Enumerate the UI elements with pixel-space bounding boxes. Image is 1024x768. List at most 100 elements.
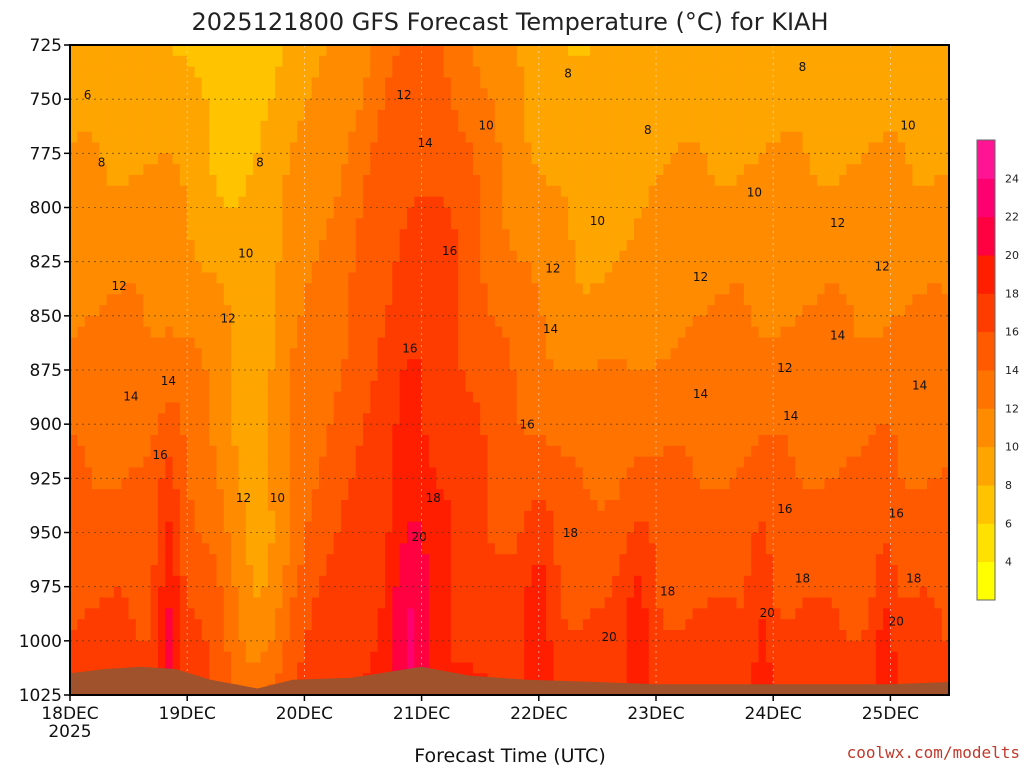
field-cell	[355, 164, 364, 176]
field-cell	[546, 120, 555, 133]
field-cell	[304, 153, 313, 165]
field-cell	[245, 120, 254, 133]
field-cell	[663, 305, 672, 317]
field-cell	[568, 456, 577, 469]
field-cell	[575, 326, 584, 339]
field-cell	[494, 55, 503, 68]
field-cell	[597, 153, 606, 165]
field-cell	[670, 229, 679, 241]
field-cell	[311, 185, 320, 198]
field-cell	[348, 640, 357, 653]
field-cell	[319, 120, 328, 133]
field-cell	[128, 294, 137, 306]
field-cell	[253, 435, 262, 447]
field-cell	[443, 413, 452, 425]
field-cell	[634, 185, 643, 198]
field-cell	[231, 586, 240, 599]
field-cell	[428, 456, 437, 469]
field-cell	[582, 402, 591, 415]
field-cell	[150, 229, 159, 241]
field-cell	[363, 456, 372, 469]
field-cell	[516, 489, 525, 501]
field-cell	[568, 521, 577, 534]
field-cell	[590, 619, 599, 631]
field-cell	[355, 445, 364, 458]
field-cell	[150, 142, 159, 155]
field-cell	[597, 55, 606, 68]
field-cell	[414, 45, 423, 57]
field-cell	[143, 315, 152, 328]
field-cell	[253, 597, 262, 610]
field-cell	[407, 597, 416, 610]
field-cell	[538, 402, 547, 415]
field-cell	[209, 391, 218, 404]
field-cell	[414, 435, 423, 447]
field-cell	[209, 500, 218, 512]
field-cell	[157, 240, 166, 252]
field-cell	[114, 250, 123, 263]
field-cell	[333, 500, 342, 512]
field-cell	[648, 467, 657, 480]
field-cell	[399, 608, 408, 620]
field-cell	[238, 175, 247, 187]
field-cell	[157, 586, 166, 599]
field-cell	[385, 630, 394, 642]
field-cell	[641, 337, 650, 350]
field-cell	[494, 261, 503, 274]
field-cell	[531, 456, 540, 469]
field-cell	[99, 294, 108, 306]
field-cell	[135, 467, 144, 480]
field-cell	[450, 586, 459, 599]
field-cell	[612, 467, 621, 480]
field-cell	[319, 554, 328, 566]
field-cell	[223, 359, 232, 371]
field-cell	[538, 120, 547, 133]
field-cell	[128, 478, 137, 490]
field-cell	[399, 630, 408, 642]
field-cell	[260, 196, 269, 209]
field-cell	[275, 294, 284, 306]
field-cell	[648, 218, 657, 230]
field-cell	[656, 272, 665, 285]
field-cell	[370, 500, 379, 512]
field-cell	[165, 640, 174, 653]
field-cell	[348, 99, 357, 111]
field-cell	[121, 315, 130, 328]
field-cell	[150, 315, 159, 328]
field-cell	[209, 359, 218, 371]
field-cell	[516, 510, 525, 523]
field-cell	[187, 164, 196, 176]
field-cell	[297, 413, 306, 425]
field-cell	[150, 597, 159, 610]
field-cell	[216, 467, 225, 480]
field-cell	[194, 294, 203, 306]
field-cell	[348, 500, 357, 512]
field-cell	[546, 164, 555, 176]
field-cell	[260, 261, 269, 274]
field-cell	[465, 337, 474, 350]
field-cell	[238, 391, 247, 404]
field-cell	[106, 521, 115, 534]
field-cell	[641, 99, 650, 111]
field-cell	[385, 456, 394, 469]
field-cell	[502, 250, 511, 263]
field-cell	[179, 77, 188, 90]
field-cell	[231, 185, 240, 198]
field-cell	[494, 662, 503, 675]
field-cell	[641, 554, 650, 566]
field-cell	[238, 565, 247, 577]
field-cell	[480, 315, 489, 328]
field-cell	[385, 315, 394, 328]
field-cell	[370, 521, 379, 534]
field-cell	[443, 261, 452, 274]
field-cell	[165, 510, 174, 523]
field-cell	[641, 55, 650, 68]
field-cell	[516, 413, 525, 425]
field-cell	[516, 391, 525, 404]
field-cell	[458, 478, 467, 490]
field-cell	[282, 359, 291, 371]
field-cell	[648, 99, 657, 111]
field-cell	[341, 521, 350, 534]
field-cell	[560, 575, 569, 588]
field-cell	[165, 218, 174, 230]
